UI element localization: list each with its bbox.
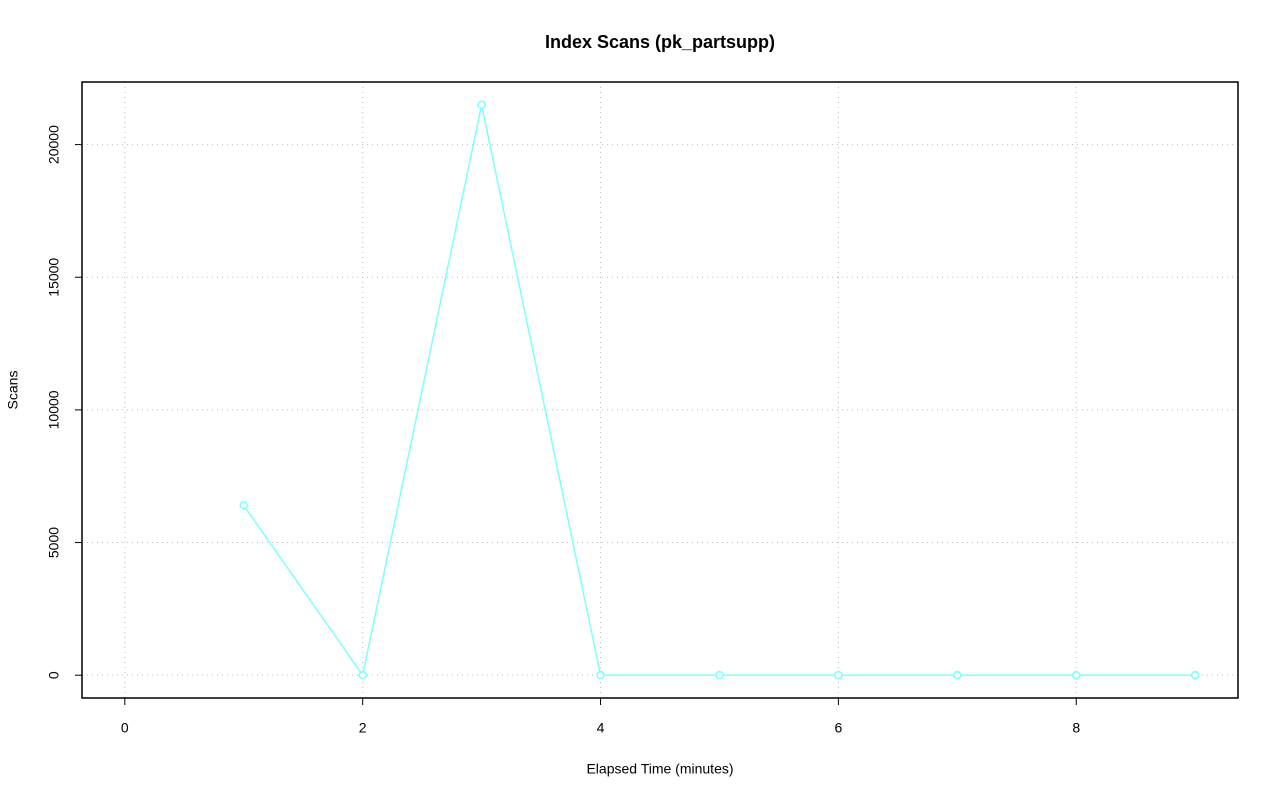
y-axis-label: Scans xyxy=(5,371,21,410)
point xyxy=(1190,670,1200,680)
point xyxy=(834,670,843,680)
point xyxy=(1072,670,1081,680)
x-tick-label: 0 xyxy=(121,720,129,736)
y-tick-label: 15000 xyxy=(46,258,62,297)
y-tick-label: 20000 xyxy=(46,125,62,164)
x-tick-label: 8 xyxy=(1072,720,1080,736)
x-tick-label: 2 xyxy=(359,720,367,736)
point xyxy=(358,670,367,680)
point xyxy=(477,100,486,110)
point xyxy=(596,670,605,680)
point xyxy=(953,670,962,680)
x-axis-label: Elapsed Time (minutes) xyxy=(586,761,733,777)
point xyxy=(239,501,248,510)
y-tick-label: 5000 xyxy=(46,527,62,558)
chart-title: Index Scans (pk_partsupp) xyxy=(545,32,775,52)
x-tick-label: 4 xyxy=(597,720,605,736)
y-tick-label: 10000 xyxy=(46,390,62,429)
x-tick-label: 6 xyxy=(834,720,842,736)
point xyxy=(715,670,724,680)
plot-frame xyxy=(81,81,1239,699)
y-tick-label: 0 xyxy=(46,671,62,679)
